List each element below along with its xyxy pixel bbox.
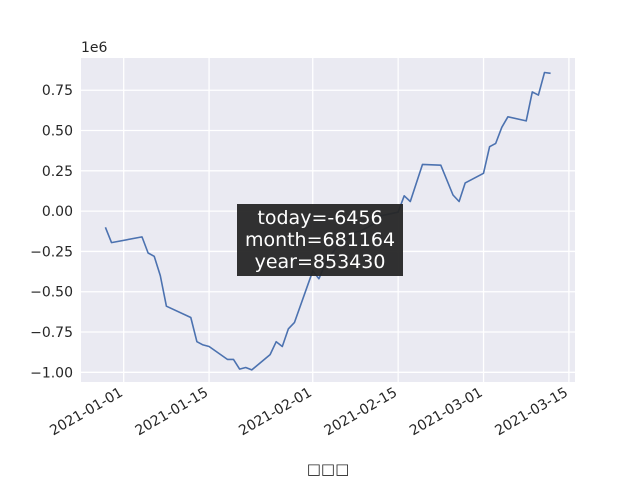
tooltip-line-year: year=853430: [255, 251, 386, 273]
tooltip-line-today: today=-6456: [257, 207, 382, 229]
x-tick-label: 2021-02-01: [236, 385, 314, 440]
y-tick-label: −0.75: [30, 325, 73, 341]
x-tick-label: 2021-02-15: [322, 385, 400, 440]
y-tick-label: −1.00: [30, 365, 73, 381]
x-tick-label: 2021-03-15: [492, 385, 570, 440]
y-tick-labels: −1.00 −0.75 −0.50 −0.25 0.00 0.25 0.50 0.75: [30, 83, 73, 381]
x-tick-label: 2021-01-15: [133, 385, 211, 440]
y-tick-label: 0.00: [42, 204, 73, 220]
y-tick-label: −0.50: [30, 285, 73, 301]
x-tick-label: 2021-03-01: [407, 385, 485, 440]
tooltip: today=-6456 month=681164 year=853430: [237, 204, 403, 276]
tooltip-box: [237, 204, 403, 276]
x-axis-label: □□□: [307, 460, 350, 478]
tooltip-line-month: month=681164: [245, 229, 395, 251]
y-tick-label: 0.25: [42, 164, 73, 180]
y-tick-label: −0.25: [30, 244, 73, 260]
x-tick-labels: 2021-01-01 2021-01-15 2021-02-01 2021-02-15…: [47, 385, 571, 440]
y-tick-label: 0.50: [42, 124, 73, 140]
y-tick-label: 0.75: [42, 83, 73, 99]
y-offset-label: 1e6: [81, 40, 108, 56]
x-tick-label: 2021-01-01: [47, 385, 125, 440]
